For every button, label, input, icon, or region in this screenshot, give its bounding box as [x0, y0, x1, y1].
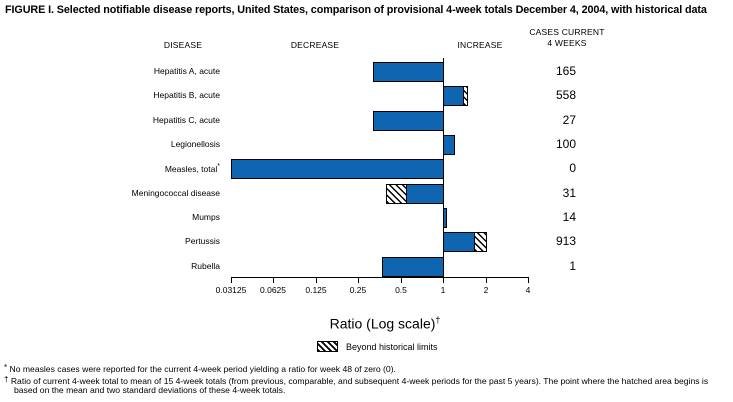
x-axis-label: Ratio (Log scale)† — [255, 315, 515, 332]
beyond-limits-hatch — [474, 232, 487, 253]
bar — [443, 208, 447, 229]
column-header-cases-line1: CASES CURRENT — [529, 27, 605, 37]
cases-value: 14 — [562, 210, 576, 225]
column-header-cases-line2: 4 WEEKS — [547, 38, 587, 48]
column-header-disease: DISEASE — [163, 40, 203, 50]
bar — [443, 135, 455, 156]
beyond-limits-hatch — [386, 183, 407, 204]
disease-label: Legionellosis — [170, 139, 220, 150]
hatch-swatch-icon — [317, 341, 338, 352]
footnote-ratio: † Ratio of current 4-week total to mean … — [4, 375, 731, 396]
axis-tick — [273, 277, 274, 283]
axis-tick — [528, 277, 529, 283]
axis-tick-label: 0.0625 — [260, 285, 286, 295]
disease-label: Mumps — [192, 212, 220, 223]
axis-tick-label: 0.25 — [349, 285, 367, 295]
bar — [231, 159, 444, 180]
cases-value: 0 — [569, 161, 576, 176]
cases-value: 558 — [555, 88, 576, 103]
column-header-cases: CASES CURRENT 4 WEEKS — [512, 27, 622, 49]
asterisk-superscript: * — [217, 163, 220, 171]
disease-label: Hepatitis C, acute — [152, 114, 220, 125]
disease-label: Pertussis — [185, 236, 220, 247]
beyond-limits-hatch — [463, 86, 468, 107]
axis-tick — [358, 277, 359, 283]
disease-label: Rubella — [191, 260, 220, 271]
cases-value: 913 — [555, 234, 576, 249]
axis-tick-label: 2 — [483, 285, 489, 295]
dagger-marker: † — [4, 374, 9, 384]
asterisk-marker: * — [4, 363, 8, 372]
bar — [373, 110, 444, 131]
axis-tick-label: 1 — [440, 285, 446, 295]
footnote-ratio-text: Ratio of current 4-week total to mean of… — [10, 375, 709, 396]
axis-tick — [486, 277, 487, 283]
axis-tick-label: 0.03125 — [215, 285, 247, 295]
disease-label: Meningococcal disease — [131, 187, 220, 198]
dagger-superscript: † — [435, 315, 441, 325]
bar — [373, 62, 444, 82]
axis-tick — [401, 277, 402, 283]
x-axis-line — [231, 277, 529, 278]
footnote-measles-text: No measles cases were reported for the c… — [9, 364, 396, 374]
legend-label: Beyond historical limits — [346, 342, 438, 352]
column-header-increase: INCREASE — [457, 40, 503, 50]
footnotes: * No measles cases were reported for the… — [4, 363, 731, 396]
disease-label: Hepatitis A, acute — [153, 66, 220, 76]
cases-value: 1 — [569, 258, 576, 273]
axis-tick — [443, 277, 444, 283]
bar — [382, 256, 444, 277]
cases-value: 31 — [562, 185, 576, 200]
axis-tick-label: 0.5 — [395, 285, 407, 295]
column-header-decrease: DECREASE — [290, 40, 340, 50]
cases-value: 27 — [562, 112, 576, 127]
axis-tick-label: 4 — [525, 285, 531, 295]
figure-title: FIGURE I. Selected notifiable disease re… — [5, 4, 707, 16]
axis-tick — [231, 277, 232, 283]
cases-value: 165 — [555, 64, 576, 78]
cases-value: 100 — [555, 137, 576, 152]
disease-label: Measles, total* — [164, 163, 220, 175]
axis-tick-label: 0.125 — [305, 285, 327, 295]
axis-tick — [316, 277, 317, 283]
footnote-measles: * No measles cases were reported for the… — [4, 363, 731, 375]
disease-label: Hepatitis B, acute — [153, 90, 220, 101]
x-axis-label-text: Ratio (Log scale) — [329, 315, 436, 332]
